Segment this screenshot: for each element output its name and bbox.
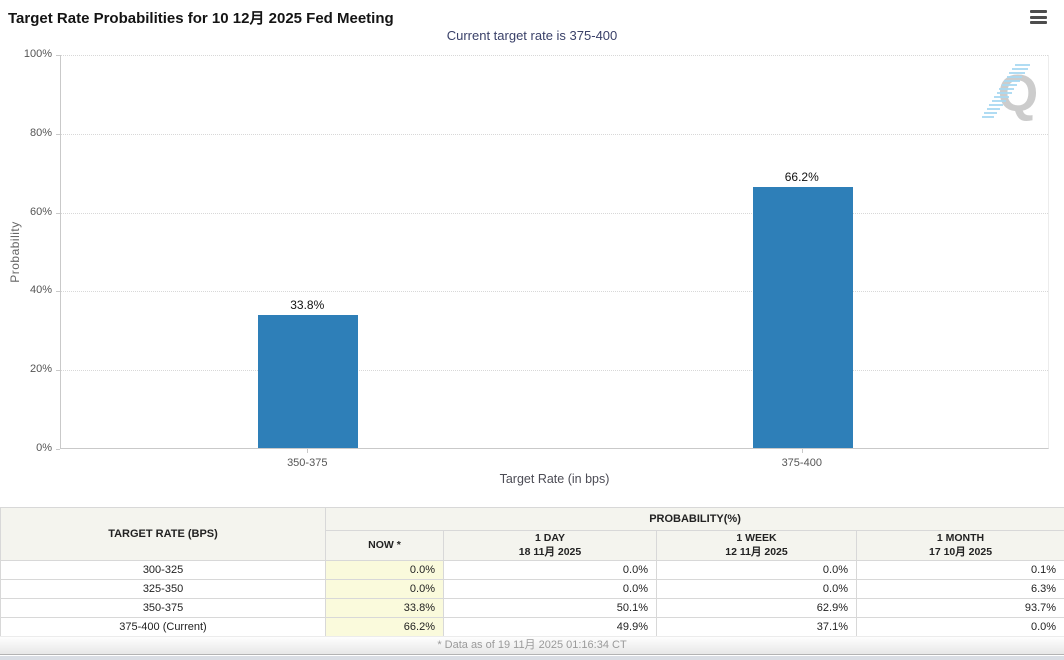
gridline: [61, 55, 1048, 56]
fedwatch-panel: Target Rate Probabilities for 10 12月 202…: [0, 0, 1064, 660]
plot-area: Q: [60, 55, 1049, 449]
col-header-target-rate: TARGET RATE (BPS): [1, 508, 326, 561]
rate-cell: 375-400 (Current): [1, 618, 326, 637]
col-header-1month-date: 17 10月 2025: [865, 546, 1056, 560]
table-row: 300-325 0.0% 0.0% 0.0% 0.1%: [1, 561, 1064, 580]
y-axis-title: Probability: [8, 221, 22, 283]
col-header-1day: 1 DAY 18 11月 2025: [444, 531, 657, 561]
bar-chart: Probability Q: [0, 47, 1064, 492]
col-header-1day-date: 18 11月 2025: [452, 546, 648, 560]
y-tick-mark: [56, 449, 60, 450]
chart-subtitle: Current target rate is 375-400: [0, 28, 1064, 43]
y-tick-label: 20%: [0, 363, 52, 375]
x-axis-title: Target Rate (in bps): [60, 472, 1049, 486]
gridline: [61, 213, 1048, 214]
y-tick-label: 40%: [0, 284, 52, 296]
week-cell: 62.9%: [657, 599, 857, 618]
y-tick-mark: [56, 134, 60, 135]
month-cell: 6.3%: [857, 580, 1064, 599]
day-cell: 49.9%: [444, 618, 657, 637]
y-tick-label: 0%: [0, 442, 52, 454]
bar-value-label: 33.8%: [247, 298, 367, 312]
y-tick-label: 80%: [0, 127, 52, 139]
hamburger-icon: [1030, 16, 1047, 19]
now-cell: 66.2%: [326, 618, 444, 637]
y-tick-mark: [56, 213, 60, 214]
week-cell: 37.1%: [657, 618, 857, 637]
hamburger-icon: [1030, 10, 1047, 13]
day-cell: 0.0%: [444, 561, 657, 580]
col-group-probability: PROBABILITY(%): [326, 508, 1064, 531]
day-cell: 0.0%: [444, 580, 657, 599]
now-cell: 0.0%: [326, 580, 444, 599]
probability-bar: [753, 187, 853, 448]
month-cell: 93.7%: [857, 599, 1064, 618]
y-tick-label: 60%: [0, 206, 52, 218]
month-cell: 0.1%: [857, 561, 1064, 580]
probability-bar: [258, 315, 358, 448]
menu-button[interactable]: [1030, 9, 1048, 25]
bar-value-label: 66.2%: [742, 170, 862, 184]
col-header-1month: 1 MONTH 17 10月 2025: [857, 531, 1064, 561]
col-header-1week-label: 1 WEEK: [665, 532, 848, 546]
table-row: 375-400 (Current) 66.2% 49.9% 37.1% 0.0%: [1, 618, 1064, 637]
bottom-strip: [0, 656, 1064, 660]
rate-cell: 325-350: [1, 580, 326, 599]
week-cell: 0.0%: [657, 561, 857, 580]
col-header-1day-label: 1 DAY: [452, 532, 648, 546]
day-cell: 50.1%: [444, 599, 657, 618]
now-cell: 33.8%: [326, 599, 444, 618]
col-header-1week: 1 WEEK 12 11月 2025: [657, 531, 857, 561]
col-header-1month-label: 1 MONTH: [865, 532, 1056, 546]
x-tick-mark: [307, 449, 308, 453]
data-asof-note: * Data as of 19 11月 2025 01:16:34 CT: [0, 636, 1064, 655]
month-cell: 0.0%: [857, 618, 1064, 637]
week-cell: 0.0%: [657, 580, 857, 599]
gridline: [61, 370, 1048, 371]
rate-cell: 350-375: [1, 599, 326, 618]
table-row: 350-375 33.8% 50.1% 62.9% 93.7%: [1, 599, 1064, 618]
quikstrike-watermark-icon: Q: [978, 57, 1042, 121]
y-tick-label: 100%: [0, 48, 52, 60]
y-tick-mark: [56, 370, 60, 371]
x-tick-label: 375-400: [742, 457, 862, 469]
gridline: [61, 291, 1048, 292]
table-row: 325-350 0.0% 0.0% 0.0% 6.3%: [1, 580, 1064, 599]
y-tick-mark: [56, 55, 60, 56]
col-header-1week-date: 12 11月 2025: [665, 546, 848, 560]
x-tick-label: 350-375: [247, 457, 367, 469]
hamburger-icon: [1030, 21, 1047, 24]
rate-cell: 300-325: [1, 561, 326, 580]
x-tick-mark: [802, 449, 803, 453]
probability-table: TARGET RATE (BPS) PROBABILITY(%) NOW * 1…: [0, 507, 1064, 637]
page-title: Target Rate Probabilities for 10 12月 202…: [8, 7, 394, 28]
col-header-now: NOW *: [326, 531, 444, 561]
now-cell: 0.0%: [326, 561, 444, 580]
gridline: [61, 134, 1048, 135]
y-tick-mark: [56, 291, 60, 292]
